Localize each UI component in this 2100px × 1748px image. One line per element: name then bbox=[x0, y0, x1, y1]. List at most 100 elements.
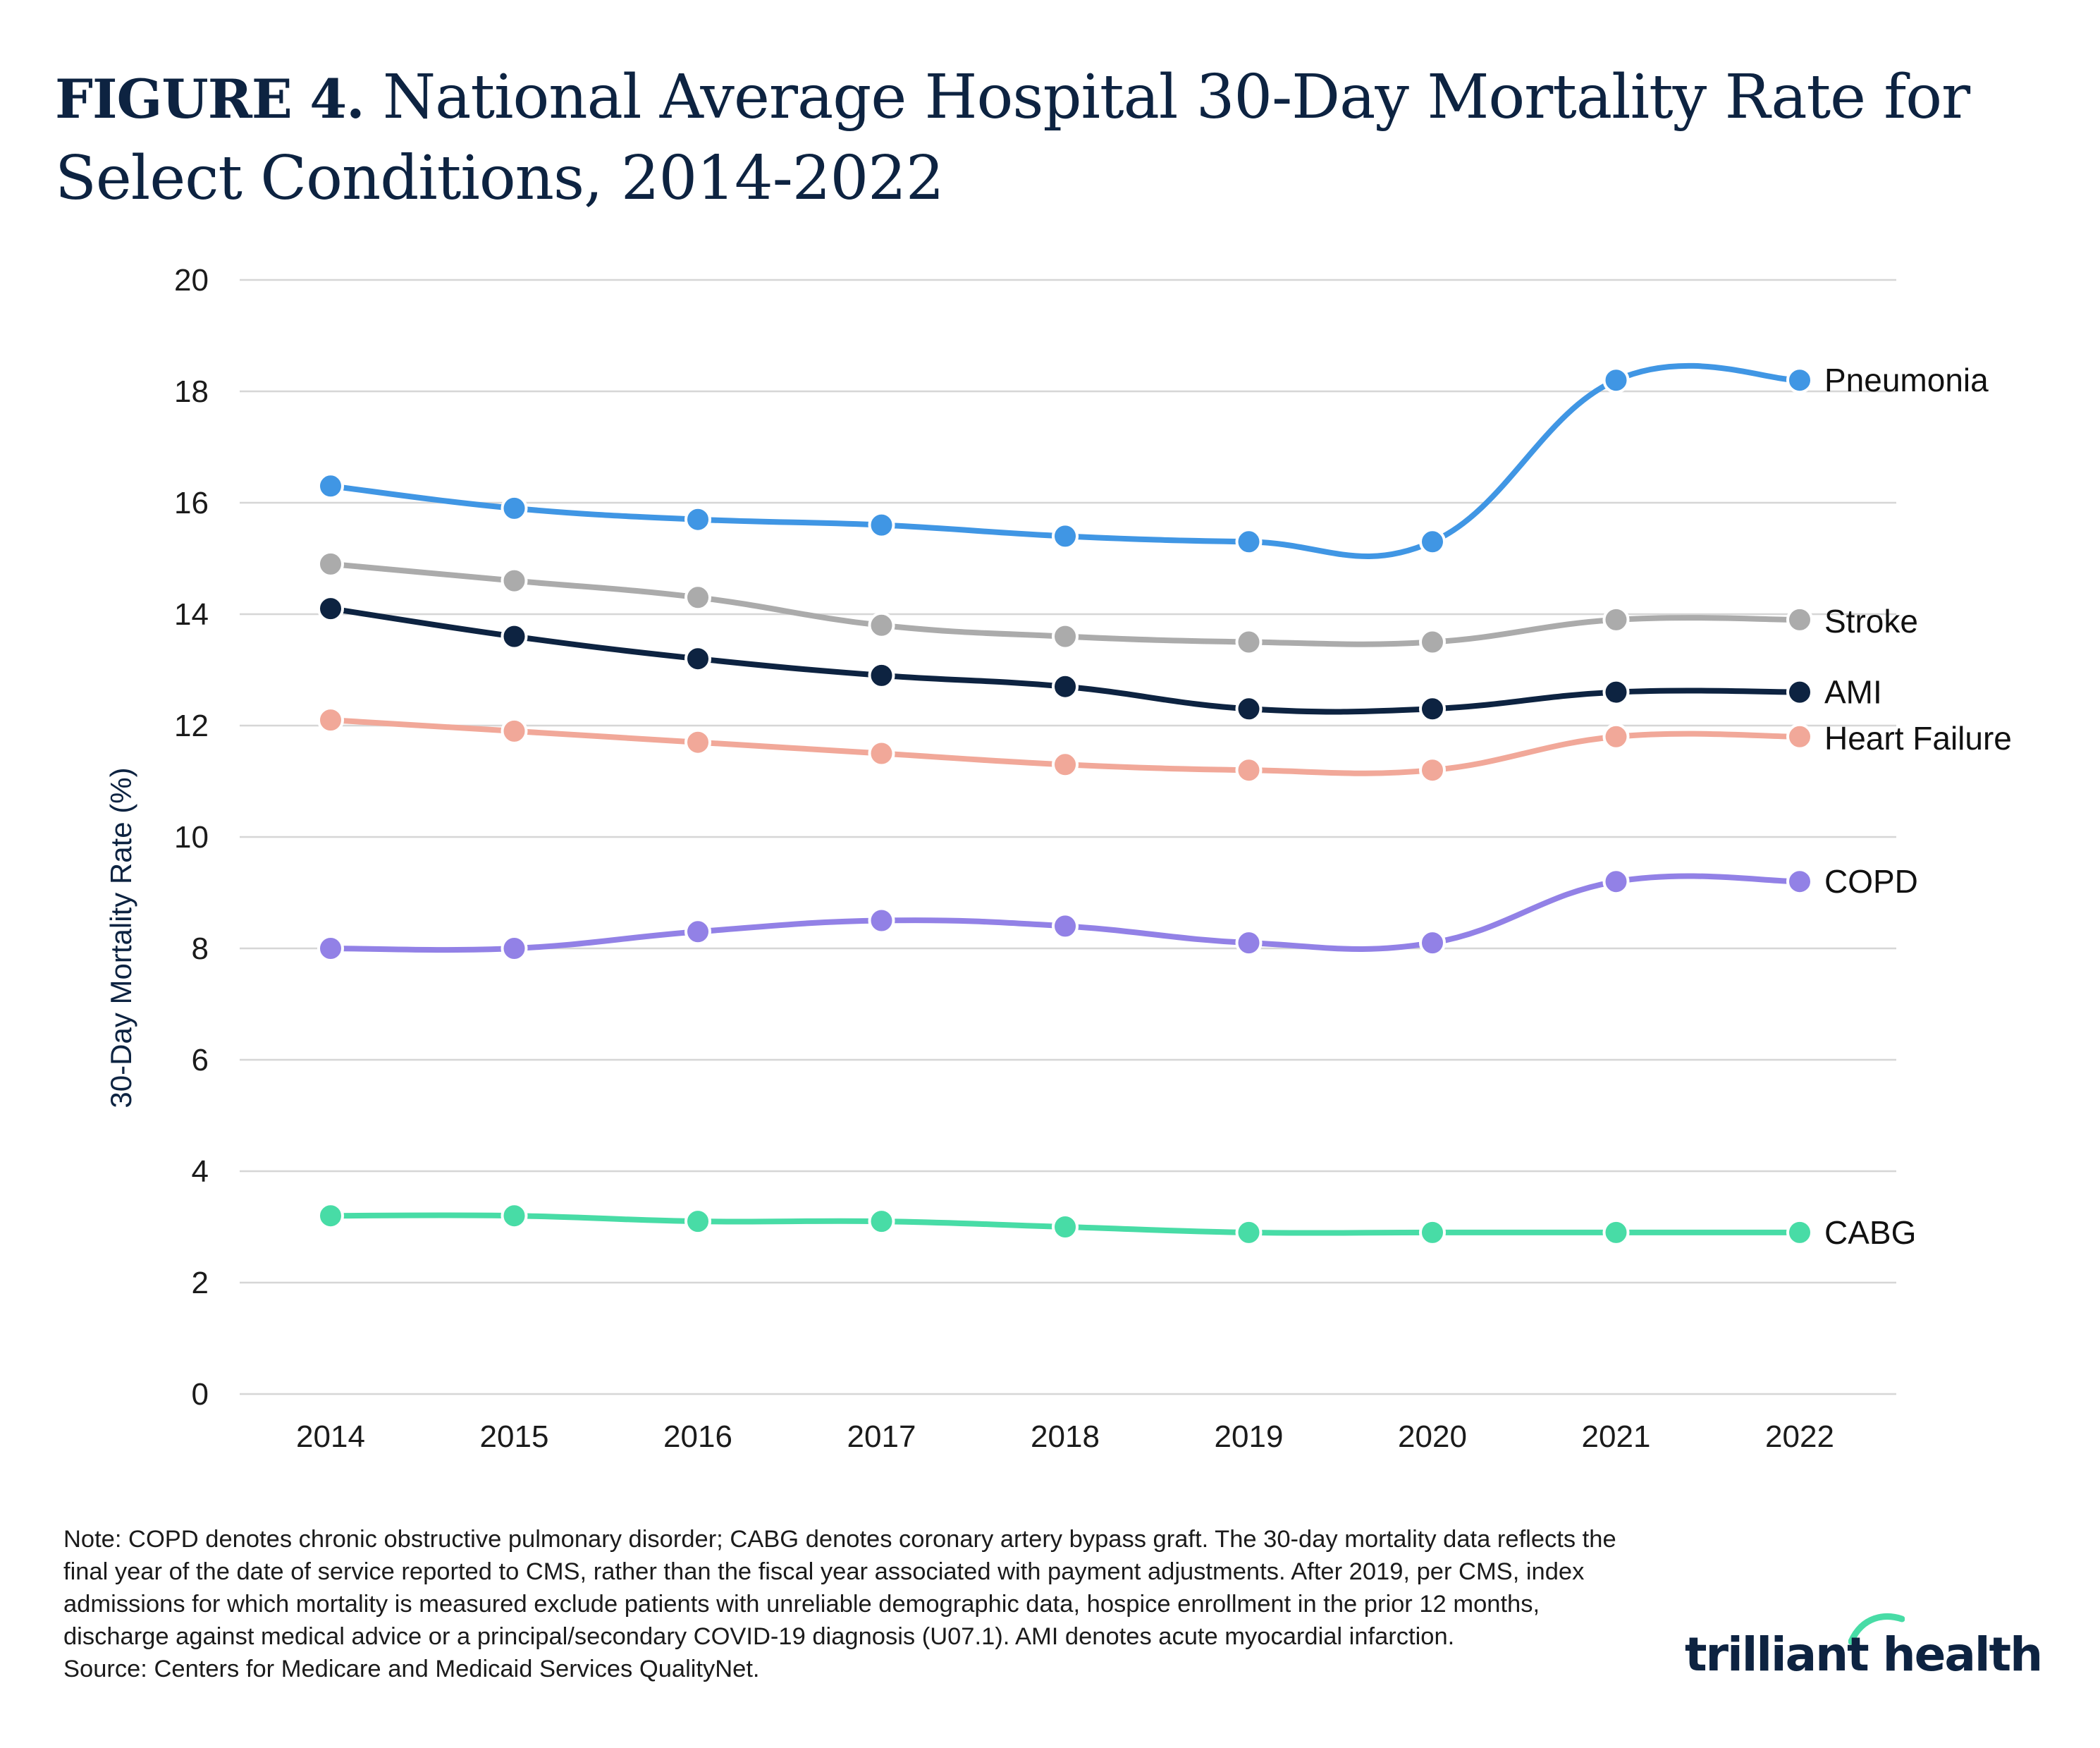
data-point-cabg bbox=[1419, 1218, 1446, 1246]
note-text: Note: COPD denotes chronic obstructive p… bbox=[63, 1526, 1616, 1650]
data-point-pneumonia bbox=[501, 494, 528, 522]
data-point-ami bbox=[1052, 673, 1079, 700]
data-point-heart-failure bbox=[1786, 723, 1813, 750]
series-label-pneumonia: Pneumonia bbox=[1824, 362, 1989, 398]
data-point-copd bbox=[317, 935, 344, 962]
series-pneumonia bbox=[317, 362, 1813, 559]
data-point-cabg bbox=[1786, 1218, 1813, 1246]
series-heart-failure bbox=[317, 707, 1813, 784]
data-point-cabg bbox=[1052, 1214, 1079, 1240]
data-point-pneumonia bbox=[1419, 528, 1446, 556]
data-point-stroke bbox=[1602, 606, 1630, 633]
data-point-stroke bbox=[501, 567, 528, 594]
series-label-heart-failure: Heart Failure bbox=[1824, 720, 2012, 757]
data-point-pneumonia bbox=[317, 472, 344, 500]
data-point-ami bbox=[1235, 695, 1263, 723]
y-tick-label: 2 bbox=[192, 1266, 209, 1300]
data-point-heart-failure bbox=[868, 740, 895, 767]
y-tick-label: 4 bbox=[192, 1154, 209, 1189]
series-label-cabg: CABG bbox=[1824, 1214, 1916, 1251]
x-tick-label: 2022 bbox=[1765, 1419, 1834, 1454]
x-tick-label: 2017 bbox=[847, 1419, 916, 1454]
data-point-heart-failure bbox=[317, 707, 344, 734]
data-point-ami bbox=[1419, 695, 1446, 723]
series-cabg bbox=[317, 1202, 1813, 1246]
data-point-stroke bbox=[684, 584, 711, 611]
logo-text: trilliant health bbox=[1685, 1627, 2043, 1682]
y-tick-label: 12 bbox=[174, 709, 209, 743]
data-point-stroke bbox=[317, 550, 344, 577]
series-lines bbox=[317, 362, 1813, 1246]
data-point-heart-failure bbox=[1235, 757, 1263, 784]
series-label-copd: COPD bbox=[1824, 863, 1918, 900]
x-tick-label: 2016 bbox=[663, 1419, 732, 1454]
x-tick-label: 2015 bbox=[480, 1419, 549, 1454]
data-point-heart-failure bbox=[1602, 723, 1630, 750]
data-point-copd bbox=[868, 907, 895, 934]
data-point-pneumonia bbox=[1052, 522, 1079, 550]
y-tick-label: 10 bbox=[174, 820, 209, 855]
data-point-pneumonia bbox=[684, 506, 711, 533]
x-tick-label: 2021 bbox=[1582, 1419, 1651, 1454]
y-axis-ticks: 0 2 4 6 8 10 12 14 16 18 20 bbox=[174, 263, 209, 1412]
data-point-ami bbox=[1786, 678, 1813, 706]
trilliant-health-logo: trilliant health bbox=[1685, 1613, 2043, 1699]
data-point-stroke bbox=[868, 611, 895, 639]
figure-label: FIGURE 4. bbox=[55, 68, 365, 130]
data-point-cabg bbox=[501, 1202, 528, 1230]
x-tick-label: 2020 bbox=[1398, 1419, 1467, 1454]
data-point-copd bbox=[1419, 929, 1446, 957]
logo-swoosh-icon bbox=[1848, 1613, 1905, 1645]
data-point-copd bbox=[684, 918, 711, 946]
y-axis-title: 30-Day Mortality Rate (%) bbox=[104, 767, 137, 1108]
data-point-cabg bbox=[868, 1208, 895, 1235]
data-point-copd bbox=[1602, 868, 1630, 896]
x-tick-label: 2019 bbox=[1215, 1419, 1284, 1454]
data-point-heart-failure bbox=[1052, 751, 1079, 778]
data-point-cabg bbox=[1235, 1218, 1263, 1246]
data-point-pneumonia bbox=[1235, 528, 1263, 556]
data-point-stroke bbox=[1786, 606, 1813, 633]
gridlines bbox=[240, 279, 1896, 1395]
figure-title-text: National Average Hospital 30-Day Mortali… bbox=[55, 62, 1970, 214]
data-point-pneumonia bbox=[868, 511, 895, 539]
data-point-copd bbox=[1235, 929, 1263, 957]
x-axis-ticks: 2014 2015 2016 2017 2018 2019 2020 2021 2022 bbox=[296, 1419, 1834, 1454]
data-point-ami bbox=[1602, 678, 1630, 706]
series-labels: Pneumonia Stroke AMI Heart Failure COPD CABG bbox=[1824, 362, 2012, 1251]
data-point-pneumonia bbox=[1602, 367, 1630, 394]
data-point-ami bbox=[684, 645, 711, 673]
data-point-stroke bbox=[1235, 628, 1263, 656]
data-point-ami bbox=[317, 595, 344, 623]
series-ami bbox=[317, 595, 1813, 723]
data-point-cabg bbox=[684, 1208, 711, 1235]
series-label-ami: AMI bbox=[1824, 674, 1882, 711]
y-tick-label: 8 bbox=[192, 931, 209, 966]
data-point-copd bbox=[1786, 868, 1813, 896]
data-point-stroke bbox=[1052, 623, 1079, 650]
data-point-ami bbox=[868, 661, 895, 689]
series-stroke bbox=[317, 550, 1813, 656]
source-text: Source: Centers for Medicare and Medicai… bbox=[63, 1656, 760, 1682]
y-tick-label: 14 bbox=[174, 597, 209, 632]
data-point-stroke bbox=[1419, 628, 1446, 656]
data-point-copd bbox=[1052, 912, 1079, 940]
data-point-ami bbox=[501, 623, 528, 650]
data-point-copd bbox=[501, 935, 528, 962]
notes: Note: COPD denotes chronic obstructive p… bbox=[63, 1523, 1642, 1685]
data-point-heart-failure bbox=[501, 717, 528, 745]
y-tick-label: 6 bbox=[192, 1043, 209, 1077]
x-tick-label: 2018 bbox=[1031, 1419, 1100, 1454]
data-point-pneumonia bbox=[1786, 367, 1813, 394]
y-tick-label: 0 bbox=[192, 1377, 209, 1412]
series-copd bbox=[317, 868, 1813, 962]
chart-title: FIGURE 4. National Average Hospital 30-D… bbox=[55, 58, 2043, 218]
y-tick-label: 16 bbox=[174, 486, 209, 520]
data-point-cabg bbox=[317, 1202, 344, 1230]
x-tick-label: 2014 bbox=[296, 1419, 365, 1454]
series-label-stroke: Stroke bbox=[1824, 603, 1918, 640]
y-tick-label: 20 bbox=[174, 263, 209, 298]
data-point-cabg bbox=[1602, 1218, 1630, 1246]
